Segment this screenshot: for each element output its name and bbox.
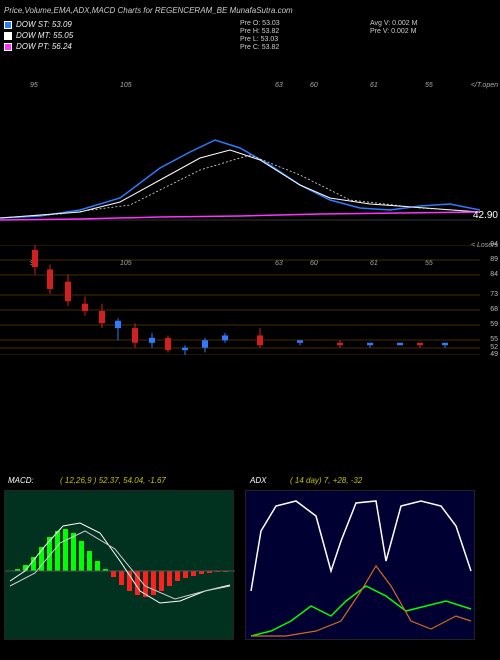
y-tick-label: 73 (490, 291, 498, 298)
y-tick-label: 52 (490, 344, 498, 351)
stat-row: Pre O: 53.03 (240, 20, 280, 27)
macd-chart (5, 491, 235, 641)
x-tick-label: 55 (425, 82, 433, 89)
adx-label: ADX (250, 476, 266, 485)
y-tick-label: 89 (490, 256, 498, 263)
stat-row: Pre H: 53.82 (240, 28, 280, 35)
y-tick-label: 94 (490, 241, 498, 248)
stat-row: Avg V: 0.002 M (370, 20, 417, 27)
current-price-label: 42.90 (473, 210, 498, 221)
macd-label: MACD: (8, 476, 34, 485)
y-tick-label: 59 (490, 321, 498, 328)
x-tick-label: 95 (30, 82, 38, 89)
x-tick-label: 63 (275, 82, 283, 89)
adx-values: ( 14 day) 7, +28, -32 (290, 476, 362, 485)
y-tick-label: 49 (490, 351, 498, 358)
candlestick-chart (0, 245, 480, 355)
adx-panel (245, 490, 475, 640)
x-tick-label: 61 (370, 82, 378, 89)
x-tick-label: 105 (120, 82, 132, 89)
legend-swatch (4, 43, 12, 51)
legend-block: DOW ST: 53.09 DOW MT: 55.05 DOW PT: 56.24 (4, 20, 73, 53)
legend-item: DOW MT: 55.05 (4, 31, 73, 40)
stat-row: Pre L: 53.03 (240, 36, 280, 43)
legend-item: DOW ST: 53.09 (4, 20, 73, 29)
macd-panel (4, 490, 234, 640)
y-tick-label: 84 (490, 271, 498, 278)
stats-right: Avg V: 0.002 MPre V: 0.002 M (370, 20, 417, 36)
legend-label: DOW PT: 56.24 (16, 42, 72, 51)
stats-left: Pre O: 53.03Pre H: 53.82Pre L: 53.03Pre … (240, 20, 280, 52)
legend-swatch (4, 32, 12, 40)
macd-values: ( 12,26,9 ) 52.37, 54.04, -1.67 (60, 476, 166, 485)
adx-chart (246, 491, 476, 641)
y-tick-label: 55 (490, 336, 498, 343)
legend-swatch (4, 21, 12, 29)
price-chart (0, 90, 480, 240)
chart-title: Price,Volume,EMA,ADX,MACD Charts for REG… (4, 6, 293, 15)
stat-row: Pre C: 53.82 (240, 44, 280, 51)
to-open-label: </T.open (471, 82, 498, 89)
legend-item: DOW PT: 56.24 (4, 42, 73, 51)
legend-label: DOW MT: 55.05 (16, 31, 73, 40)
y-tick-label: 68 (490, 306, 498, 313)
x-tick-label: 60 (310, 82, 318, 89)
stat-row: Pre V: 0.002 M (370, 28, 417, 35)
legend-label: DOW ST: 53.09 (16, 20, 72, 29)
